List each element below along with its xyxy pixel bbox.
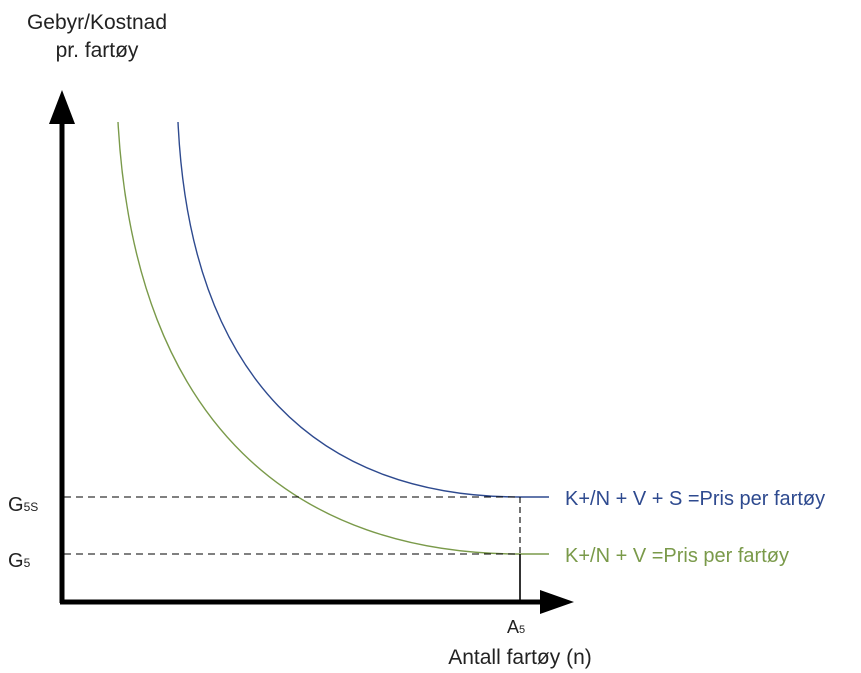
y-axis-title-line2: pr. fartøy bbox=[56, 39, 139, 62]
y-axis-arrowhead bbox=[49, 90, 75, 124]
x-axis-title: Antall fartøy (n) bbox=[448, 646, 592, 669]
x-axis-arrowhead bbox=[540, 590, 574, 614]
g5-tick-sub: 5 bbox=[24, 556, 31, 570]
a5-tick-label: A5 bbox=[507, 617, 525, 637]
y-axis-title-line1: Gebyr/Kostnad bbox=[27, 11, 167, 34]
g5s-tick-label: G5S bbox=[8, 494, 38, 516]
a5-tick-base: A bbox=[507, 617, 519, 637]
upper-curve-label: K+/N + V + S =Pris per fartøy bbox=[565, 488, 825, 510]
a5-tick-sub: 5 bbox=[519, 624, 525, 636]
g5-tick-base: G bbox=[8, 550, 24, 572]
upper-cost-curve bbox=[177, 121, 549, 498]
g5-tick-label: G5 bbox=[8, 550, 31, 572]
g5s-tick-base: G bbox=[8, 494, 24, 516]
lower-cost-curve bbox=[117, 121, 549, 555]
g5s-tick-sub: 5S bbox=[24, 500, 39, 514]
lower-curve-label: K+/N + V =Pris per fartøy bbox=[565, 545, 789, 567]
